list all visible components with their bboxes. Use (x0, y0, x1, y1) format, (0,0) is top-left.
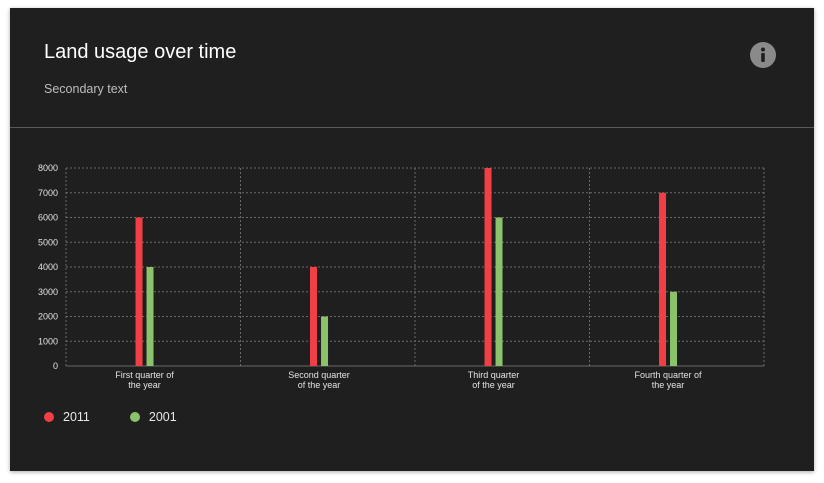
header-divider (10, 127, 814, 128)
y-tick-label: 6000 (38, 213, 58, 223)
chart-card: Land usage over time Secondary text 0 100… (10, 8, 814, 471)
legend-swatch-2001 (129, 412, 140, 422)
legend-item-2011[interactable]: 2011 (44, 410, 90, 424)
x-tick-label: Third quarter (468, 370, 520, 380)
y-tick-label: 2000 (38, 312, 58, 322)
x-tick-label: Fourth quarter of (635, 370, 703, 380)
bar-2011-2 (310, 267, 318, 366)
info-icon[interactable] (750, 42, 776, 68)
chart-title: Land usage over time (44, 41, 237, 63)
x-tick-label: of the year (472, 380, 515, 390)
y-tick-label: 3000 (38, 287, 58, 297)
legend-item-2001[interactable]: 2001 (129, 410, 177, 424)
bar-2001-3 (495, 217, 503, 366)
bar-chart: 0 1000 2000 3000 4000 5000 6000 7000 8000 First q… (38, 163, 765, 390)
bar-2001-1 (146, 267, 154, 366)
y-tick-label: 4000 (38, 262, 58, 272)
bar-2011-3 (484, 168, 492, 366)
bar-2001-4 (670, 291, 678, 366)
legend-label-2011: 2011 (63, 410, 90, 424)
y-tick-label: 8000 (38, 163, 58, 173)
bar-2001-2 (321, 316, 329, 366)
legend-label-2001: 2001 (148, 410, 177, 424)
y-tick-label: 1000 (38, 336, 58, 346)
x-tick-label: the year (652, 380, 685, 390)
x-tick-label: of the year (298, 380, 341, 390)
bar-2011-4 (659, 192, 667, 366)
x-tick-label: Second quarter (288, 370, 350, 380)
chart-legend: 2011 2001 (44, 410, 177, 424)
y-tick-label: 0 (53, 361, 58, 371)
legend-swatch-2011 (44, 412, 54, 422)
bar-2011-1 (135, 217, 143, 366)
x-tick-label: the year (128, 380, 161, 390)
x-tick-label: First quarter of (115, 370, 174, 380)
y-tick-label: 7000 (38, 188, 58, 198)
y-tick-label: 5000 (38, 237, 58, 247)
chart-subtitle: Secondary text (44, 82, 128, 96)
